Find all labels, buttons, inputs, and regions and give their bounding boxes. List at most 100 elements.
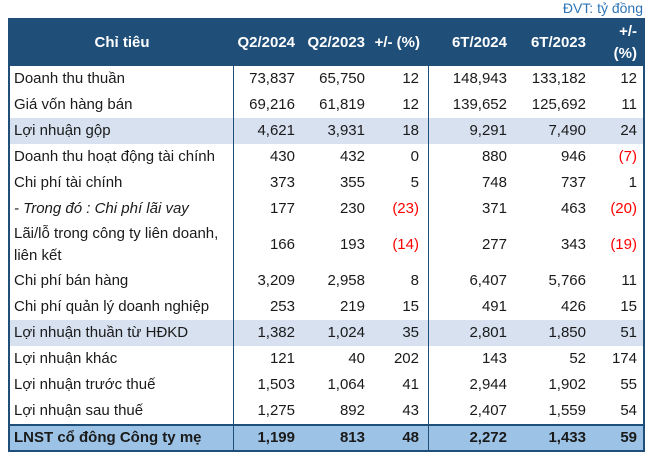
cell-value: 432 — [339, 148, 365, 165]
table-row: Doanh thu hoạt động tài chính 430 432 0 880 9… — [10, 144, 643, 170]
cell-value: 371 — [481, 200, 507, 217]
table-row: Lãi/lỗ trong công ty liên doanh, liên kế… — [10, 222, 643, 268]
cell-value: (14) — [374, 222, 429, 268]
row-label: Lợi nhuận trước thuế — [10, 372, 234, 398]
table-row: Lợi nhuận sau thuế 1,275 892 43 2,407 1,559 54 — [10, 398, 643, 424]
cell-value: 7,490 — [548, 122, 586, 139]
row-label: Lợi nhuận gộp — [10, 118, 234, 144]
row-label: Lợi nhuận khác — [10, 346, 234, 372]
cell-value: 1,850 — [548, 324, 586, 341]
cell-value: 174 — [611, 350, 637, 367]
cell-value: 48 — [374, 426, 429, 450]
cell-value: 5 — [374, 170, 429, 196]
row-label: Giá vốn hàng bán — [10, 92, 234, 118]
header-cell: +/- (%) — [613, 23, 637, 62]
table-row: Chi phí bán hàng 3,209 2,958 8 6,407 5,766 11 — [10, 268, 643, 294]
cell-value: 1,902 — [548, 376, 586, 393]
cell-value: 1 — [628, 174, 637, 191]
cell-value: 1,503 — [257, 376, 295, 393]
cell-value: 737 — [560, 174, 586, 191]
row-label: Chi phí quản lý doanh nghiệp — [10, 294, 234, 320]
cell-value: 2,958 — [327, 272, 365, 289]
cell-value: 18 — [374, 118, 429, 144]
cell-value: 463 — [560, 200, 586, 217]
cell-value: 1,199 — [257, 429, 295, 446]
table-row: Lợi nhuận thuần từ HĐKD 1,382 1,024 35 2,801… — [10, 320, 643, 346]
cell-value: (19) — [610, 236, 637, 253]
cell-value: 12 — [374, 66, 429, 92]
cell-value: 9,291 — [469, 122, 507, 139]
row-label: Doanh thu thuần — [10, 66, 234, 92]
cell-value: 880 — [481, 148, 507, 165]
row-label: Lợi nhuận sau thuế — [10, 398, 234, 424]
cell-value: 1,064 — [327, 376, 365, 393]
table-row: Lợi nhuận khác 121 40 202 143 52 174 — [10, 346, 643, 372]
cell-value: 219 — [339, 298, 365, 315]
cell-value: 2,272 — [469, 429, 507, 446]
row-label: Chi phí tài chính — [10, 170, 234, 196]
cell-value: 15 — [620, 298, 637, 315]
cell-value: 24 — [620, 122, 637, 139]
row-label: Doanh thu hoạt động tài chính — [10, 144, 234, 170]
cell-value: 51 — [620, 324, 637, 341]
table-row: Chi phí quản lý doanh nghiệp 253 219 15 491 4… — [10, 294, 643, 320]
cell-value: 8 — [374, 268, 429, 294]
cell-value: 355 — [339, 174, 365, 191]
cell-value: 430 — [269, 148, 295, 165]
cell-value: 193 — [339, 236, 365, 253]
cell-value: 69,216 — [249, 96, 295, 113]
cell-value: 3,209 — [257, 272, 295, 289]
cell-value: 166 — [269, 236, 295, 253]
cell-value: 5,766 — [548, 272, 586, 289]
table-row: Giá vốn hàng bán 69,216 61,819 12 139,652 125… — [10, 92, 643, 118]
cell-value: 40 — [348, 350, 365, 367]
header-cell: Q2/2024 — [237, 34, 295, 51]
table-row: LNST cổ đông Công ty mẹ 1,199 813 48 2,272 1,… — [10, 424, 643, 450]
cell-value: 125,692 — [531, 96, 586, 113]
cell-value: 12 — [620, 70, 637, 87]
cell-value: 1,024 — [327, 324, 365, 341]
cell-value: 177 — [269, 200, 295, 217]
cell-value: 1,559 — [548, 402, 586, 419]
cell-value: 139,652 — [452, 96, 507, 113]
cell-value: 148,943 — [452, 70, 507, 87]
table-header: Chỉ tiêu Q2/2024 Q2/2023 +/- (%) 6T/2024 6T/2… — [10, 20, 643, 66]
cell-value: 1,433 — [548, 429, 586, 446]
row-label: - Trong đó : Chi phí lãi vay — [10, 196, 234, 222]
table-row: Lợi nhuận gộp 4,621 3,931 18 9,291 7,490 24 — [10, 118, 643, 144]
cell-value: 892 — [339, 402, 365, 419]
cell-value: 343 — [560, 236, 586, 253]
cell-value: 230 — [339, 200, 365, 217]
cell-value: 748 — [481, 174, 507, 191]
header-cell: 6T/2023 — [530, 34, 586, 51]
cell-value: (20) — [610, 200, 637, 217]
cell-value: 2,407 — [469, 402, 507, 419]
cell-value: 491 — [481, 298, 507, 315]
cell-value: 41 — [374, 372, 429, 398]
cell-value: 133,182 — [531, 70, 586, 87]
financial-summary-table: Chỉ tiêu Q2/2024 Q2/2023 +/- (%) 6T/2024 6T/2… — [8, 18, 645, 452]
cell-value: 0 — [374, 144, 429, 170]
cell-value: 373 — [269, 174, 295, 191]
cell-value: 59 — [620, 429, 637, 446]
cell-value: 1,275 — [257, 402, 295, 419]
header-cell: 6T/2024 — [451, 34, 507, 51]
cell-value: 3,931 — [327, 122, 365, 139]
cell-value: 43 — [374, 398, 429, 424]
row-label: LNST cổ đông Công ty mẹ — [10, 426, 234, 450]
cell-value: 4,621 — [257, 122, 295, 139]
cell-value: 12 — [374, 92, 429, 118]
cell-value: 277 — [481, 236, 507, 253]
cell-value: 65,750 — [319, 70, 365, 87]
cell-value: 6,407 — [469, 272, 507, 289]
cell-value: 61,819 — [319, 96, 365, 113]
cell-value: 11 — [621, 272, 637, 289]
header-cell: +/- (%) — [374, 34, 420, 51]
cell-value: 1,382 — [257, 324, 295, 341]
cell-value: 253 — [269, 298, 295, 315]
cell-value: 426 — [560, 298, 586, 315]
table-row: - Trong đó : Chi phí lãi vay 177 230 (23) 37… — [10, 196, 643, 222]
cell-value: 813 — [339, 429, 365, 446]
cell-value: 946 — [560, 148, 586, 165]
row-label: Lãi/lỗ trong công ty liên doanh, liên kế… — [10, 222, 234, 268]
